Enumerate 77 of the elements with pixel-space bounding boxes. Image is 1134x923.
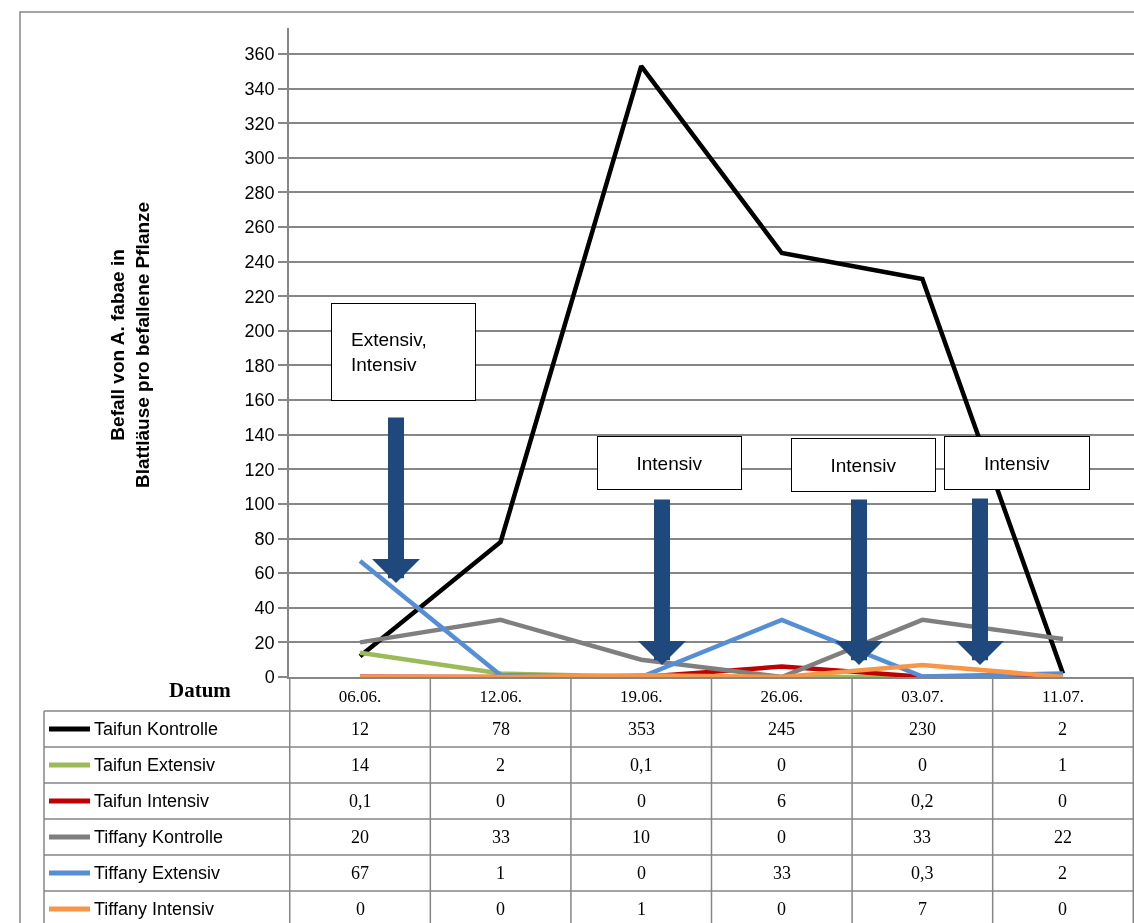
legend-label: Taifun Intensiv (94, 791, 210, 811)
x-tick-label: 19.06. (619, 687, 663, 707)
y-tick-label: 20 (254, 632, 275, 653)
data-label: 33 (492, 827, 510, 847)
annotation: Intensiv (830, 454, 897, 476)
data-label: 22 (1054, 827, 1072, 847)
x-tick-label: 12.06. (479, 687, 522, 707)
x-tick-label: 26.06. (760, 687, 804, 707)
data-label: 353 (628, 719, 655, 739)
y-tick-label: 80 (254, 528, 275, 549)
data-label: 1 (637, 899, 646, 919)
data-label: 0 (496, 791, 505, 811)
data-label: 67 (351, 863, 369, 883)
y-tick-label: 340 (244, 78, 275, 99)
callout-box: Extensiv, Intensiv (331, 303, 476, 401)
y-tick-label: 60 (254, 563, 275, 584)
data-label: 0 (356, 899, 365, 919)
data-label: 245 (768, 719, 795, 739)
data-label: 7 (918, 899, 927, 919)
data-label: 33 (913, 827, 931, 847)
data-label: 0 (496, 899, 505, 919)
y-tick-label: 280 (244, 182, 275, 203)
data-label: 20 (351, 827, 369, 847)
callout-box: Intensiv (597, 436, 742, 490)
y-tick-label: 120 (244, 459, 275, 480)
data-label: 0,2 (911, 791, 934, 811)
y-tick-label: 100 (244, 494, 275, 515)
legend-label: Taifun Extensiv (94, 755, 216, 775)
data-label: 0 (777, 827, 786, 847)
x-axis-title: Datum (169, 678, 232, 702)
data-label: 0 (637, 791, 646, 811)
data-label: 2 (1058, 863, 1067, 883)
data-label: 1 (496, 863, 505, 883)
y-tick-label: 260 (244, 217, 275, 238)
y-axis-title: Befall von A. fabae in Blattläuse pro befallene Pflanze (107, 201, 153, 488)
data-label: 0 (1058, 899, 1067, 919)
y-tick-label: 360 (244, 44, 275, 65)
x-tick-label: 06.06. (338, 687, 382, 707)
y-tick-label: 220 (244, 286, 275, 307)
data-label: 78 (492, 719, 510, 739)
data-label: 0 (777, 899, 786, 919)
data-label: 230 (909, 719, 936, 739)
data-label: 33 (773, 863, 791, 883)
data-label: 6 (777, 791, 786, 811)
y-tick-label: 40 (254, 598, 275, 619)
data-label: 0 (777, 755, 786, 775)
data-label: 0,1 (349, 791, 372, 811)
data-label: 12 (351, 719, 369, 739)
legend-label: Tiffany Kontrolle (94, 827, 224, 847)
data-label: 0 (1058, 791, 1067, 811)
y-tick-label: 180 (244, 355, 275, 376)
callout-box: Intensiv (944, 436, 1090, 490)
x-tick-label: 11.07. (1042, 687, 1084, 707)
data-label: 1 (1058, 755, 1067, 775)
data-label: 14 (351, 755, 369, 775)
legend-label: Tiffany Extensiv (94, 863, 221, 883)
data-label: 0 (637, 863, 646, 883)
y-tick-label: 240 (244, 251, 275, 272)
y-tick-label: 140 (244, 425, 275, 446)
callout-box: Intensiv (791, 438, 936, 492)
y-tick-label: 300 (244, 148, 275, 169)
annotation: Intensiv (636, 452, 703, 474)
legend-label: Tiffany Intensiv (94, 899, 215, 919)
annotation: Intensiv (984, 452, 1050, 474)
y-tick-label: 320 (244, 113, 275, 134)
data-label: 0,1 (630, 755, 653, 775)
data-label: 2 (1058, 719, 1067, 739)
data-label: 0 (918, 755, 927, 775)
annotation: Extensiv, Intensiv (351, 329, 427, 375)
y-tick-label: 160 (244, 390, 275, 411)
data-label: 0,3 (911, 863, 934, 883)
data-label: 10 (632, 827, 650, 847)
x-tick-label: 03.07. (901, 687, 944, 707)
y-tick-label: 0 (264, 667, 275, 688)
legend-label: Taifun Kontrolle (94, 719, 219, 739)
y-tick-label: 200 (244, 321, 275, 342)
data-label: 2 (496, 755, 505, 775)
